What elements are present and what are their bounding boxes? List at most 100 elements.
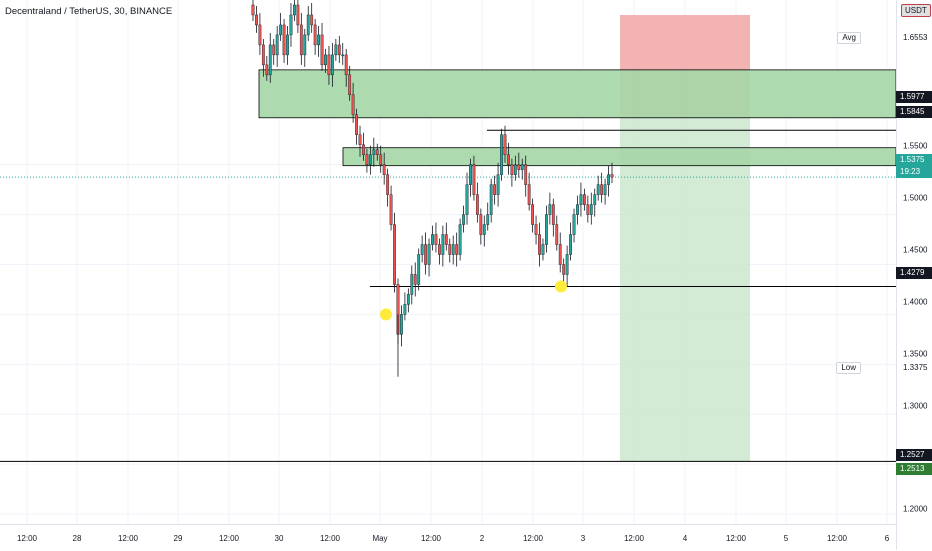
candle-body — [551, 204, 555, 225]
candle-body — [382, 164, 386, 175]
candle-body — [493, 184, 497, 195]
candle-body — [334, 44, 338, 56]
candle-body — [465, 184, 469, 215]
price-tick: 1.5500 — [903, 141, 928, 151]
time-tick: 12:00 — [522, 534, 544, 543]
supply-zone — [258, 69, 897, 119]
candle-body — [431, 234, 434, 245]
candle-body — [279, 24, 283, 36]
candle-body — [475, 194, 479, 215]
price-label-3: 1.4279 — [896, 267, 932, 279]
candle-body — [293, 4, 296, 16]
candle-body — [255, 14, 258, 26]
chart-plot-area[interactable]: Decentraland / TetherUS, 30, BINANCE — [0, 0, 897, 524]
candle-body — [275, 34, 279, 56]
candle-body — [313, 24, 317, 46]
avg-value: 1.6553 — [903, 33, 928, 42]
candle-body — [517, 164, 521, 170]
candle-body — [410, 274, 414, 295]
price-tick: 1.4500 — [903, 245, 928, 255]
price-tick: 1.5000 — [903, 193, 928, 203]
candle-body — [344, 54, 348, 76]
time-tick: 6 — [884, 534, 890, 543]
time-axis[interactable]: 12:00 28 12:00 29 12:00 30 12:00 May 12:… — [0, 524, 896, 551]
candle-body — [444, 234, 448, 245]
candle-body — [403, 304, 407, 315]
candle-body — [289, 14, 293, 36]
symbol-title[interactable]: Decentraland / TetherUS, 30, BINANCE — [5, 6, 173, 17]
candle-body — [427, 244, 431, 265]
price-label-4: 1.2527 — [896, 449, 932, 461]
candle-body — [251, 4, 255, 16]
candle-body — [341, 54, 345, 57]
candle-body — [420, 244, 424, 255]
candle-body — [507, 154, 510, 165]
candle-body — [603, 184, 607, 195]
time-tick: 3 — [580, 534, 586, 543]
candle-body — [524, 164, 528, 185]
candle-body — [593, 194, 597, 205]
candle-body — [327, 54, 331, 76]
candle-body — [268, 44, 272, 76]
candle-body — [572, 214, 576, 235]
candle-body — [531, 204, 535, 225]
candle-body — [582, 194, 586, 205]
candle-body — [610, 174, 614, 178]
low-value: 1.3375 — [903, 363, 928, 372]
bar-countdown: 19:23 — [900, 167, 921, 176]
candle-body — [365, 154, 369, 165]
candle-body — [541, 244, 545, 255]
candle-body — [337, 44, 341, 56]
candle-body — [548, 204, 552, 215]
price-tick: 1.3500 — [903, 349, 928, 359]
candle-body — [458, 224, 462, 255]
price-chart[interactable] — [0, 0, 897, 524]
swing-low-marker — [555, 280, 567, 293]
time-tick: 12:00 — [319, 534, 341, 543]
candle-body — [372, 149, 376, 155]
candle-body — [351, 94, 355, 115]
candle-body — [406, 294, 410, 305]
time-tick: 5 — [783, 534, 789, 543]
candle-body — [596, 184, 600, 195]
candle-body — [265, 64, 269, 76]
price-tick: 1.4000 — [903, 297, 928, 307]
candle-body — [261, 44, 265, 66]
candle-body — [479, 214, 483, 235]
candle-body — [355, 114, 358, 135]
candle-body — [438, 244, 441, 255]
currency-button[interactable]: USDT — [901, 4, 931, 17]
candle-body — [358, 134, 362, 145]
time-tick: 12:00 — [623, 534, 645, 543]
candle-body — [469, 164, 472, 185]
time-tick: 12:00 — [826, 534, 848, 543]
avg-label: Avg — [837, 32, 861, 44]
candle-body — [296, 4, 300, 26]
candle-body — [562, 264, 566, 275]
candle-body — [258, 24, 262, 46]
candle-body — [379, 154, 383, 165]
time-tick: 12:00 — [16, 534, 38, 543]
candle-body — [482, 224, 486, 235]
time-tick: 12:00 — [420, 534, 442, 543]
candle-body — [472, 164, 476, 195]
candle-body — [527, 184, 531, 205]
candle-body — [496, 174, 500, 195]
candle-body — [286, 34, 289, 56]
time-tick: 12:00 — [218, 534, 240, 543]
candle-body — [586, 204, 590, 215]
candle-body — [579, 194, 583, 205]
candle-body — [555, 224, 559, 245]
time-tick: May — [372, 534, 388, 543]
candle-body — [513, 164, 517, 175]
candle-body — [375, 149, 379, 155]
candle-body — [558, 244, 562, 265]
candle-body — [310, 14, 314, 26]
candle-body — [500, 134, 503, 175]
candle-body — [534, 224, 538, 235]
candle-body — [451, 244, 455, 255]
candle-body — [538, 234, 541, 255]
price-axis[interactable]: USDT Avg 1.6553 1.5977 1.5845 1.5500 1.5… — [836, 0, 932, 550]
target-zone — [620, 117, 750, 462]
candle-body — [324, 54, 327, 66]
